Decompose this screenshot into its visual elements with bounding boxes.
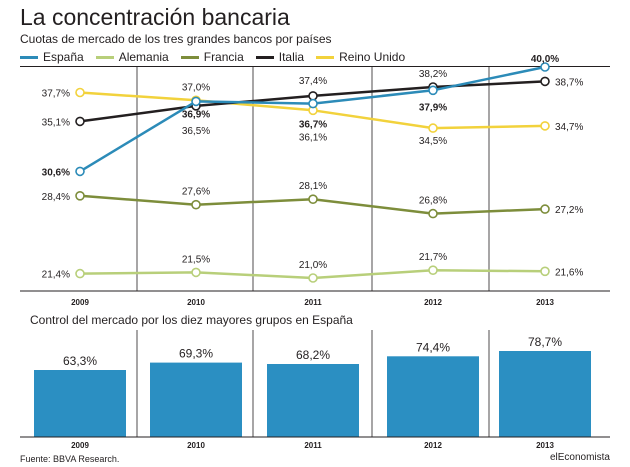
data-point — [540, 121, 550, 131]
data-label: 21,6% — [555, 267, 583, 278]
bar-value-label: 68,2% — [296, 348, 330, 362]
data-point — [308, 91, 318, 101]
data-point — [191, 199, 201, 210]
data-label: 28,4% — [42, 192, 70, 203]
legend-swatch — [180, 55, 199, 59]
legend-item-espana: España — [20, 50, 84, 64]
x-tick-label: 2009 — [71, 298, 89, 307]
bar-value-label: 69,3% — [179, 347, 213, 361]
legend-label: Italia — [278, 50, 305, 64]
x-tick-label: 2011 — [304, 298, 322, 307]
x-tick-label: 2010 — [187, 441, 205, 450]
data-label: 37,4% — [299, 76, 327, 87]
bar — [150, 362, 242, 437]
header-rule — [20, 66, 610, 67]
bar — [34, 370, 126, 437]
data-point — [540, 76, 550, 87]
legend: España Alemania Francia Italia Reino Uni… — [20, 50, 417, 64]
data-label: 21,7% — [419, 252, 447, 263]
legend-label: Alemania — [118, 50, 169, 64]
legend-item-italia: Italia — [255, 50, 305, 64]
line-chart-subtitle: Cuotas de mercado de los tres grandes ba… — [20, 32, 332, 46]
data-point — [75, 166, 85, 177]
bar-value-label: 63,3% — [63, 354, 97, 368]
bar-chart: 63,3% 69,3% 68,2% 74,4% 78,7% 2009 2010 2011 201… — [20, 330, 610, 450]
legend-item-francia: Francia — [180, 50, 244, 64]
bar-value-label: 78,7% — [528, 335, 562, 349]
data-label: 21,5% — [182, 254, 210, 265]
data-label: 36,1% — [299, 132, 327, 143]
legend-label: Reino Unido — [339, 50, 406, 64]
x-tick-label: 2013 — [536, 441, 554, 450]
data-point — [308, 273, 318, 283]
data-label: 34,5% — [419, 136, 447, 147]
data-label: 21,4% — [42, 270, 70, 281]
x-tick-label: 2012 — [424, 441, 442, 450]
x-tick-label: 2012 — [424, 298, 442, 307]
x-tick-label: 2011 — [304, 441, 322, 450]
data-point — [428, 85, 438, 96]
legend-swatch — [316, 55, 335, 59]
legend-label: España — [43, 50, 84, 64]
data-label: 36,5% — [182, 126, 210, 137]
data-point — [191, 267, 201, 278]
data-point — [75, 268, 85, 279]
data-label: 27,6% — [182, 187, 210, 198]
data-point — [191, 96, 201, 107]
legend-swatch — [95, 55, 114, 59]
data-label: 28,1% — [299, 181, 327, 192]
data-label: 27,2% — [555, 205, 583, 216]
data-label: 30,6% — [42, 167, 70, 178]
data-point — [428, 208, 438, 219]
data-label: 36,9% — [182, 109, 210, 120]
data-label: 37,0% — [182, 82, 210, 93]
data-label: 36,7% — [299, 120, 327, 131]
source-note: Fuente: BBVA Research. — [20, 454, 120, 464]
data-label: 37,7% — [42, 89, 70, 100]
bar — [499, 351, 591, 437]
x-tick-label: 2009 — [71, 441, 89, 450]
legend-item-alemania: Alemania — [95, 50, 169, 64]
legend-item-reino-unido: Reino Unido — [316, 50, 405, 64]
data-point — [75, 87, 85, 98]
data-point — [75, 191, 85, 201]
data-label: 21,0% — [299, 260, 327, 271]
publisher-logo: elEconomista — [549, 452, 610, 463]
data-label: 40,0% — [531, 54, 559, 65]
legend-swatch — [20, 55, 38, 59]
line-chart: 2009 2010 2011 2012 2013 30,6% 36,9% 36,7% 37,9%… — [20, 54, 610, 307]
x-tick-label: 2010 — [187, 298, 205, 307]
legend-swatch — [255, 55, 274, 59]
bar-value-label: 74,4% — [416, 340, 450, 354]
bar — [267, 364, 359, 437]
data-point — [75, 116, 85, 127]
page-title: La concentración bancaria — [20, 4, 290, 30]
data-point — [540, 62, 550, 72]
data-label: 38,7% — [555, 77, 583, 88]
data-point — [308, 194, 318, 204]
data-point — [308, 98, 318, 109]
bar — [387, 356, 479, 437]
data-point — [540, 266, 550, 277]
data-point — [428, 123, 438, 133]
x-tick-label: 2013 — [536, 298, 554, 307]
legend-label: Francia — [203, 50, 244, 64]
data-label: 37,9% — [419, 102, 447, 113]
data-point — [428, 265, 438, 276]
data-label: 34,7% — [555, 122, 583, 133]
data-label: 35,1% — [42, 117, 70, 128]
data-point — [540, 204, 550, 214]
data-label: 38,2% — [419, 69, 447, 80]
data-label: 26,8% — [419, 196, 447, 207]
bar-chart-title: Control del mercado por los diez mayores… — [30, 313, 353, 327]
